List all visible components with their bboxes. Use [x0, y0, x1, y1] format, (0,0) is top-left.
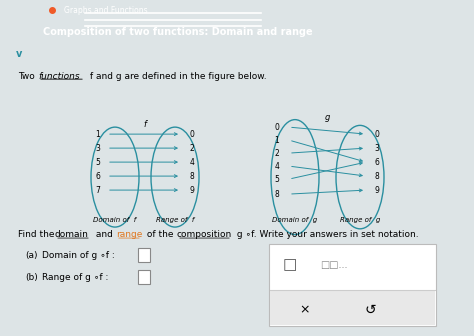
Text: Domain of  f: Domain of f — [93, 217, 137, 223]
Bar — [138, 270, 150, 284]
Text: Composition of two functions: Domain and range: Composition of two functions: Domain and… — [43, 27, 312, 37]
Text: composition: composition — [177, 229, 232, 239]
Text: 7: 7 — [96, 185, 100, 195]
Text: 8: 8 — [190, 172, 194, 180]
Bar — [138, 248, 150, 262]
Text: ↺: ↺ — [364, 303, 376, 317]
Text: Range of  f: Range of f — [156, 217, 194, 223]
Text: 9: 9 — [190, 185, 194, 195]
Text: f: f — [144, 120, 146, 129]
Text: g: g — [324, 113, 330, 122]
Text: of the: of the — [144, 229, 176, 239]
Text: ×: × — [300, 303, 310, 317]
Text: Domain of  g: Domain of g — [273, 217, 318, 223]
Text: 8: 8 — [374, 172, 379, 180]
Text: 2: 2 — [274, 149, 279, 158]
Bar — [270, 290, 435, 325]
Text: Range of g ∘f :: Range of g ∘f : — [42, 272, 109, 282]
Text: (a): (a) — [25, 251, 37, 259]
Text: □: □ — [283, 257, 297, 272]
Text: 6: 6 — [374, 158, 380, 167]
Text: v: v — [16, 49, 22, 59]
Text: 6: 6 — [96, 172, 100, 180]
Text: 3: 3 — [96, 143, 100, 153]
Text: functions: functions — [38, 72, 80, 81]
Text: 5: 5 — [274, 175, 280, 183]
Text: 1: 1 — [274, 136, 279, 144]
Text: Domain of g ∘f :: Domain of g ∘f : — [42, 251, 115, 259]
Text: 0: 0 — [190, 130, 194, 139]
Text: 5: 5 — [96, 158, 100, 167]
Text: (b): (b) — [25, 272, 38, 282]
Text: 3: 3 — [374, 143, 380, 153]
Text: 4: 4 — [190, 158, 194, 167]
Text: Find the: Find the — [18, 229, 57, 239]
Text: and: and — [93, 229, 116, 239]
Text: 1: 1 — [96, 130, 100, 139]
Text: range: range — [116, 229, 142, 239]
Text: □□...: □□... — [320, 260, 347, 270]
Text: Two: Two — [18, 72, 37, 81]
Text: 2: 2 — [190, 143, 194, 153]
Text: f and g are defined in the figure below.: f and g are defined in the figure below. — [87, 72, 266, 81]
Text: 0: 0 — [274, 123, 280, 132]
Text: g ∘f. Write your answers in set notation.: g ∘f. Write your answers in set notation… — [234, 229, 419, 239]
FancyBboxPatch shape — [269, 244, 436, 326]
Text: 8: 8 — [274, 190, 279, 199]
Text: domain: domain — [55, 229, 89, 239]
Text: 9: 9 — [374, 185, 380, 195]
Text: 0: 0 — [374, 130, 380, 139]
Text: 4: 4 — [274, 162, 280, 171]
Text: Range of  g: Range of g — [340, 217, 380, 223]
Text: Graphs and Functions: Graphs and Functions — [64, 6, 147, 15]
